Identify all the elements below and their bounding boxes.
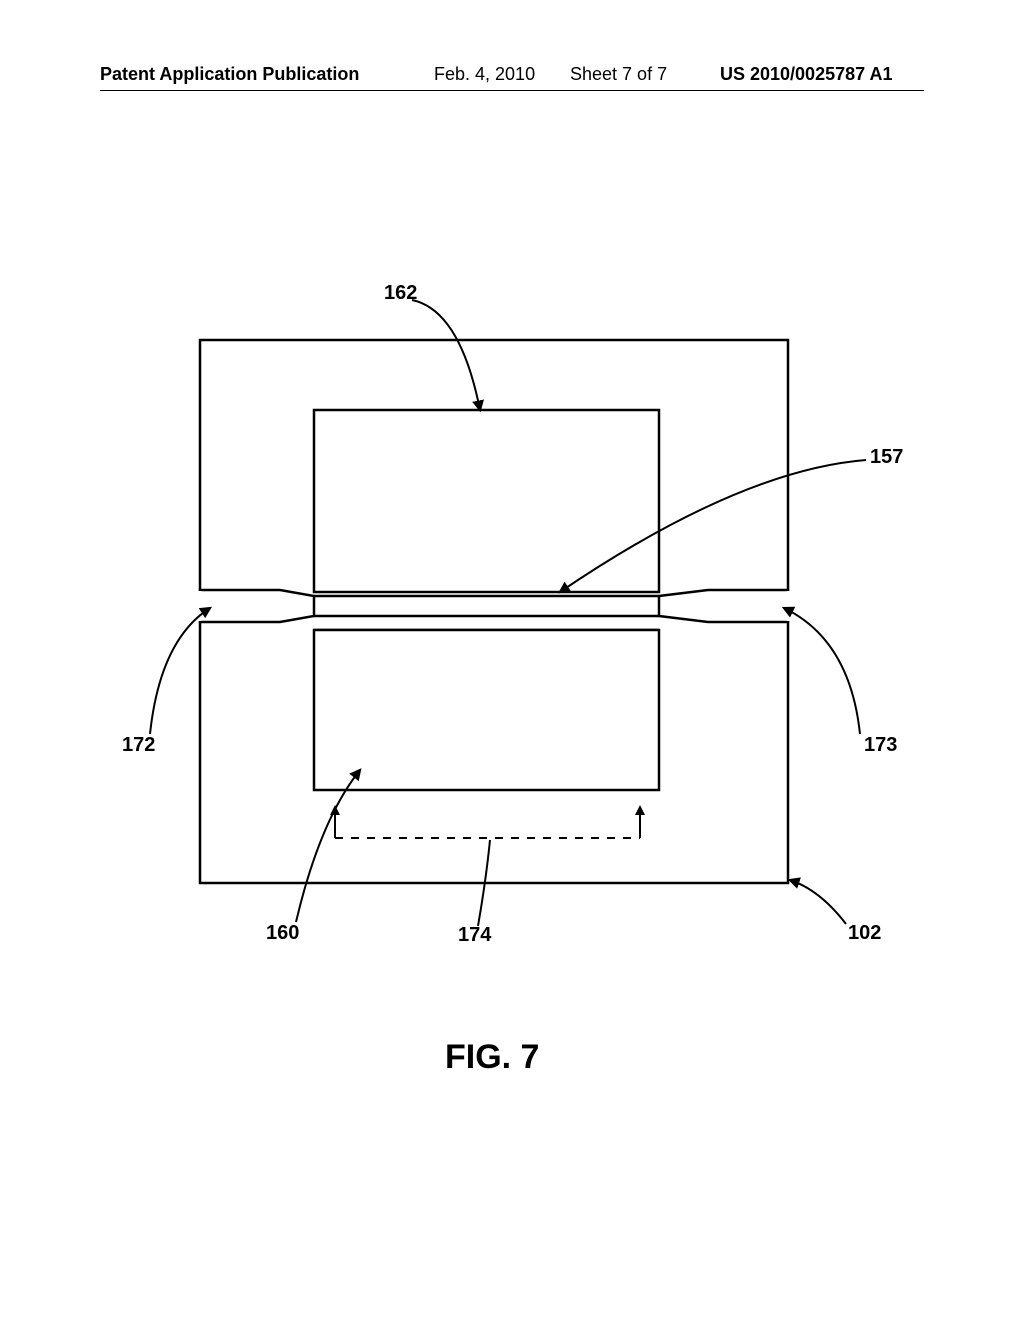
lead-160 <box>296 770 360 922</box>
label-172: 172 <box>122 734 155 757</box>
label-173: 173 <box>864 734 897 757</box>
lead-173 <box>784 608 860 734</box>
gate-right-widen <box>659 590 788 622</box>
label-162: 162 <box>384 282 417 305</box>
figure-svg <box>0 0 1024 1320</box>
label-174: 174 <box>458 924 491 947</box>
label-102: 102 <box>848 922 881 945</box>
gate-left-widen <box>200 590 314 622</box>
inner-bottom-rect <box>314 630 659 790</box>
label-160: 160 <box>266 922 299 945</box>
lead-102 <box>790 880 846 924</box>
lead-162 <box>412 300 480 410</box>
label-157: 157 <box>870 446 903 469</box>
figure-title: FIG. 7 <box>445 1038 539 1077</box>
inner-top-rect <box>314 410 659 592</box>
